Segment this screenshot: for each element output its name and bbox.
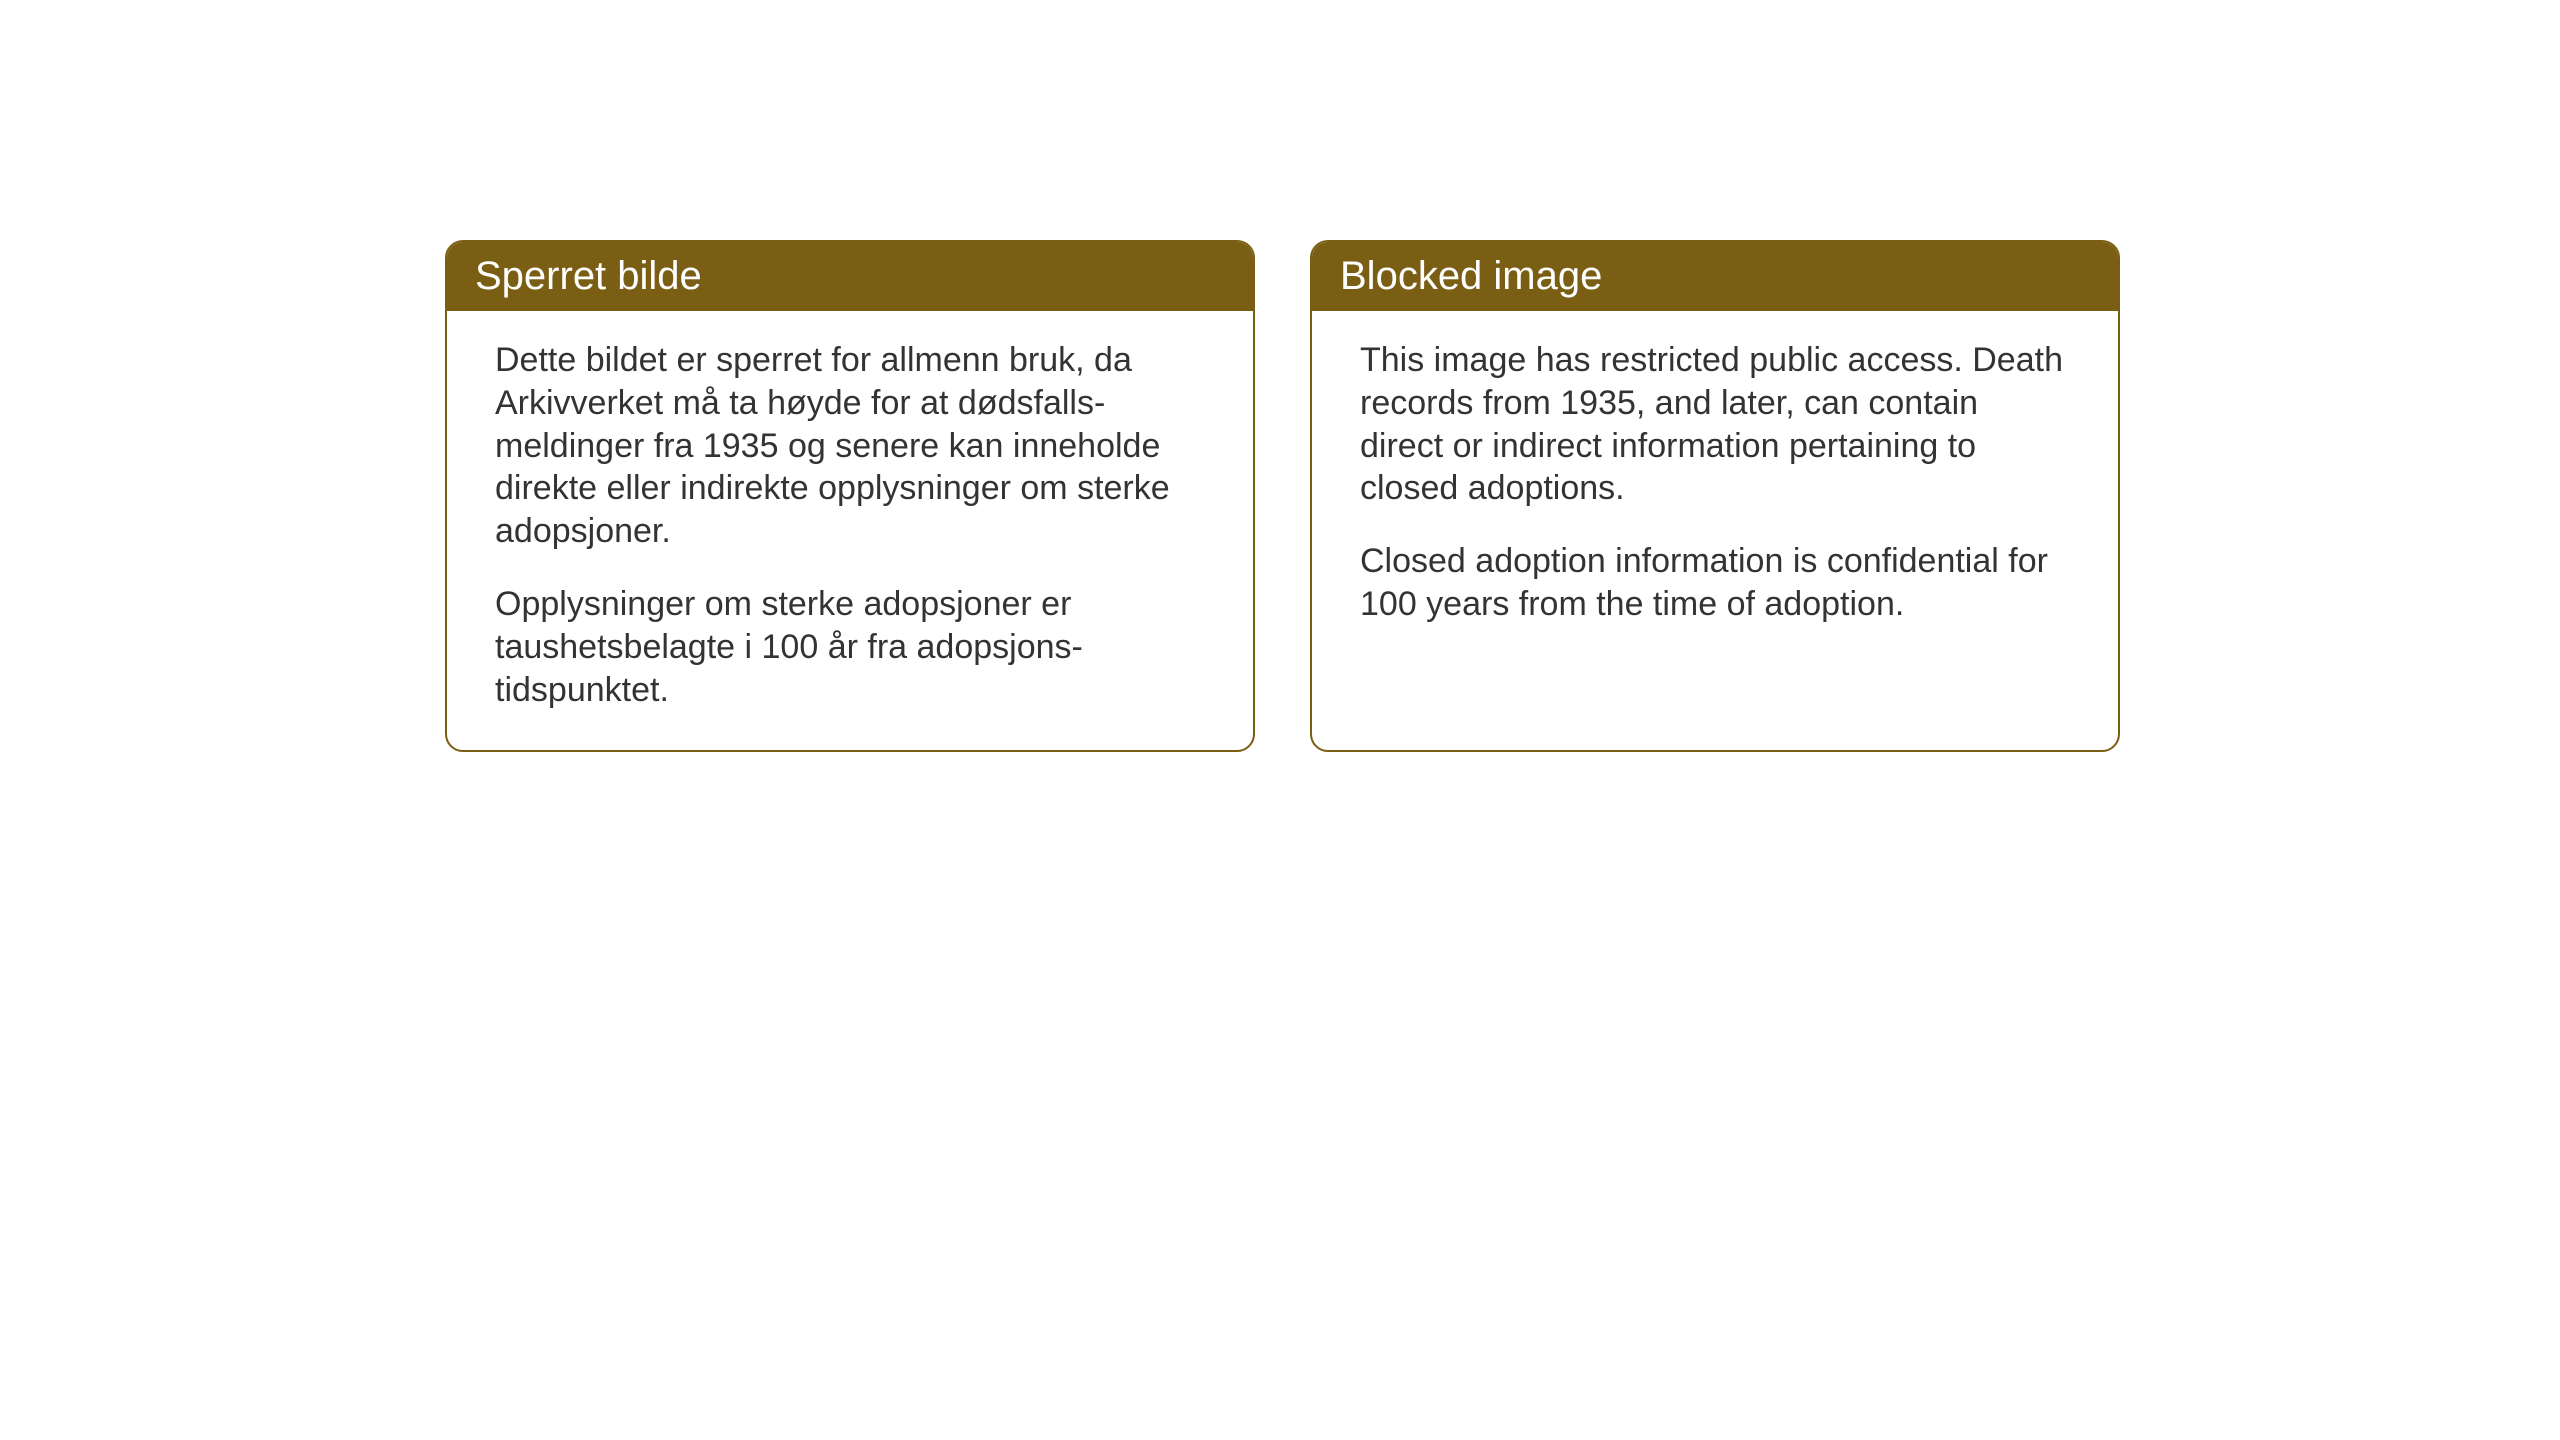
notice-card-english: Blocked image This image has restricted …: [1310, 240, 2120, 752]
card-paragraph-1-norwegian: Dette bildet er sperret for allmenn bruk…: [495, 339, 1205, 553]
card-title-english: Blocked image: [1340, 254, 1602, 298]
card-header-norwegian: Sperret bilde: [447, 242, 1253, 311]
card-body-english: This image has restricted public access.…: [1312, 311, 2118, 718]
notice-card-norwegian: Sperret bilde Dette bildet er sperret fo…: [445, 240, 1255, 752]
card-paragraph-1-english: This image has restricted public access.…: [1360, 339, 2070, 510]
card-title-norwegian: Sperret bilde: [475, 254, 702, 298]
card-body-norwegian: Dette bildet er sperret for allmenn bruk…: [447, 311, 1253, 750]
card-paragraph-2-norwegian: Opplysninger om sterke adopsjoner er tau…: [495, 583, 1205, 711]
card-header-english: Blocked image: [1312, 242, 2118, 311]
card-paragraph-2-english: Closed adoption information is confident…: [1360, 540, 2070, 626]
notice-container: Sperret bilde Dette bildet er sperret fo…: [445, 240, 2120, 752]
